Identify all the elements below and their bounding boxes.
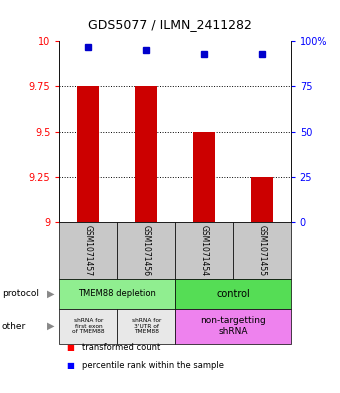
Text: GSM1071456: GSM1071456 [142, 225, 151, 276]
Text: GSM1071455: GSM1071455 [257, 225, 266, 276]
Text: transformed count: transformed count [82, 343, 160, 352]
Text: ▶: ▶ [47, 289, 55, 299]
Text: ■: ■ [66, 361, 74, 370]
Bar [135, 86, 157, 222]
Text: other: other [2, 322, 26, 331]
Text: percentile rank within the sample: percentile rank within the sample [82, 361, 224, 370]
Text: TMEM88 depletion: TMEM88 depletion [78, 289, 156, 298]
Bar [193, 132, 215, 222]
Text: shRNA for
3'UTR of
TMEM88: shRNA for 3'UTR of TMEM88 [132, 318, 161, 334]
Text: GSM1071454: GSM1071454 [200, 225, 208, 276]
Text: GSM1071457: GSM1071457 [84, 225, 93, 276]
Text: ■: ■ [66, 343, 74, 352]
Text: shRNA for
first exon
of TMEM88: shRNA for first exon of TMEM88 [72, 318, 105, 334]
Text: protocol: protocol [2, 289, 39, 298]
Text: GDS5077 / ILMN_2411282: GDS5077 / ILMN_2411282 [88, 18, 252, 31]
Text: control: control [216, 289, 250, 299]
Bar [78, 86, 99, 222]
Text: ▶: ▶ [47, 321, 55, 331]
Text: non-targetting
shRNA: non-targetting shRNA [200, 316, 266, 336]
Bar [251, 177, 273, 222]
